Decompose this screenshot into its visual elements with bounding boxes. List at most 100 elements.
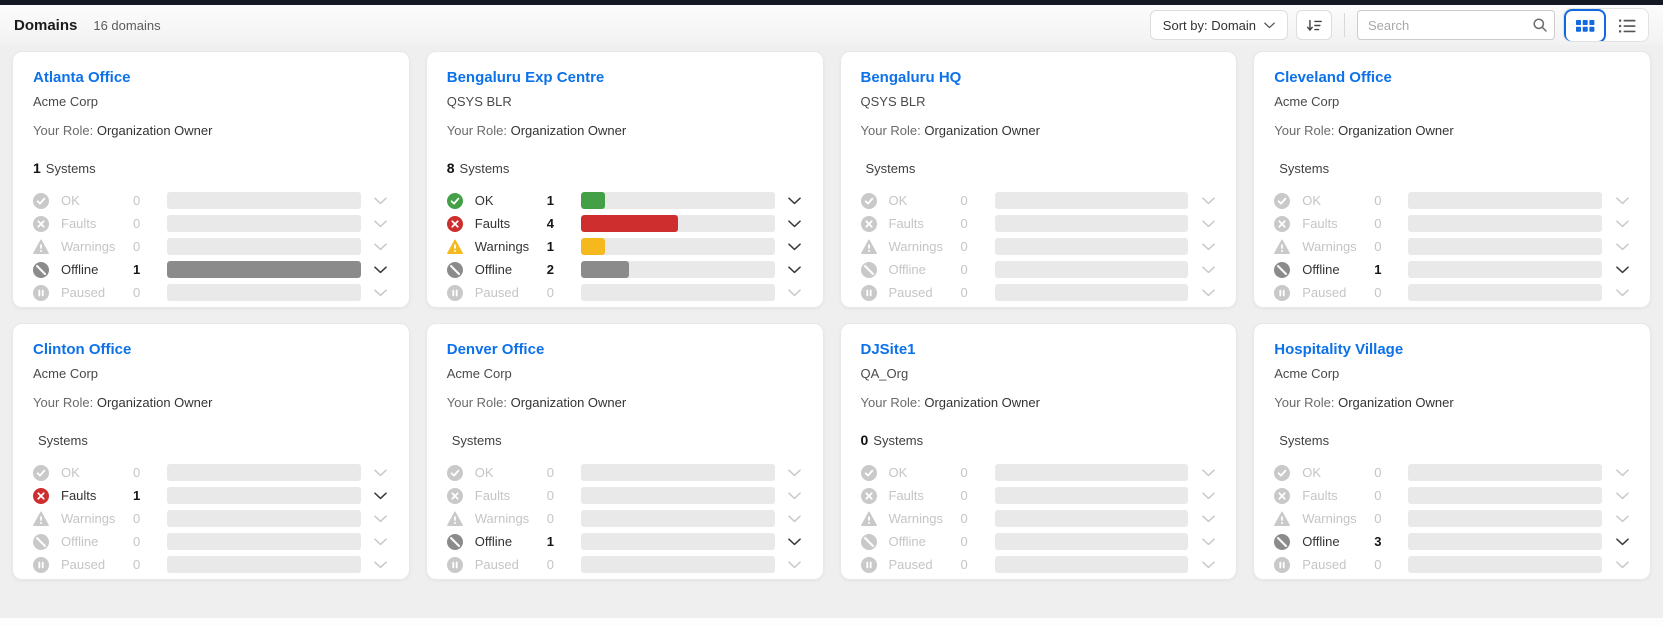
- status-expand-chevron[interactable]: [373, 288, 389, 297]
- status-bar-track: [167, 464, 361, 481]
- domain-title-link[interactable]: Cleveland Office: [1274, 69, 1392, 86]
- status-expand-chevron[interactable]: [1200, 491, 1216, 500]
- domain-title-link[interactable]: DJSite1: [860, 341, 916, 358]
- paused-icon: [446, 556, 463, 573]
- status-list: OK 0 Faults 0 Warnings 0 Offline 1: [1274, 192, 1630, 301]
- status-expand-chevron[interactable]: [1200, 265, 1216, 274]
- status-expand-chevron[interactable]: [787, 514, 803, 523]
- status-label: Offline: [474, 534, 513, 549]
- status-expand-chevron[interactable]: [787, 468, 803, 477]
- status-expand-chevron[interactable]: [787, 242, 803, 251]
- status-count: 0: [960, 239, 968, 254]
- status-expand-chevron[interactable]: [787, 560, 803, 569]
- status-expand-chevron[interactable]: [1614, 196, 1630, 205]
- status-expand-chevron[interactable]: [373, 196, 389, 205]
- sort-order-button[interactable]: [1296, 10, 1332, 40]
- faults-icon: [1274, 215, 1291, 232]
- status-row-offline: Offline 1: [446, 533, 803, 550]
- status-bar-track: [580, 510, 775, 527]
- status-bar-track: [167, 533, 361, 550]
- status-expand-chevron[interactable]: [1614, 514, 1630, 523]
- warnings-icon: [446, 239, 463, 255]
- status-row-faults: Faults 0: [1274, 487, 1630, 504]
- status-bar-fill: [580, 192, 605, 209]
- status-count: 0: [133, 534, 141, 549]
- systems-label: Systems: [459, 161, 510, 176]
- status-expand-chevron[interactable]: [787, 265, 803, 274]
- status-row-offline: Offline 0: [860, 261, 1217, 278]
- status-expand-chevron[interactable]: [1200, 468, 1216, 477]
- status-label: OK: [474, 193, 494, 208]
- status-expand-chevron[interactable]: [1614, 468, 1630, 477]
- status-expand-chevron[interactable]: [373, 514, 389, 523]
- status-expand-chevron[interactable]: [787, 219, 803, 228]
- offline-icon: [860, 533, 877, 550]
- status-bar-track: [994, 556, 1189, 573]
- faults-icon: [1274, 487, 1291, 504]
- paused-icon: [33, 556, 49, 573]
- status-bar-track: [994, 238, 1189, 255]
- domain-card: Clinton Office Acme Corp Your Role: Orga…: [12, 323, 410, 580]
- domain-org: Acme Corp: [33, 94, 99, 109]
- search-button[interactable]: [1527, 12, 1553, 38]
- status-count: 0: [133, 511, 141, 526]
- status-expand-chevron[interactable]: [1614, 288, 1630, 297]
- domain-org: Acme Corp: [1274, 94, 1340, 109]
- status-expand-chevron[interactable]: [1614, 537, 1630, 546]
- list-view-button[interactable]: [1606, 9, 1648, 41]
- domain-title-link[interactable]: Bengaluru HQ: [860, 69, 962, 86]
- warnings-icon: [860, 511, 877, 527]
- role-label: Your Role:: [446, 123, 507, 138]
- status-expand-chevron[interactable]: [787, 537, 803, 546]
- domain-title-link[interactable]: Denver Office: [446, 341, 545, 358]
- domain-title-link[interactable]: Clinton Office: [33, 341, 132, 358]
- status-expand-chevron[interactable]: [1200, 288, 1216, 297]
- search-input[interactable]: [1357, 10, 1555, 40]
- status-expand-chevron[interactable]: [1200, 196, 1216, 205]
- status-row-ok: OK 0: [33, 464, 389, 481]
- grid-view-button[interactable]: [1564, 9, 1606, 41]
- status-expand-chevron[interactable]: [1200, 537, 1216, 546]
- faults-icon: [446, 487, 463, 504]
- status-expand-chevron[interactable]: [1200, 219, 1216, 228]
- status-expand-chevron[interactable]: [1200, 514, 1216, 523]
- status-expand-chevron[interactable]: [373, 242, 389, 251]
- status-expand-chevron[interactable]: [1614, 219, 1630, 228]
- domain-title-link[interactable]: Hospitality Village: [1274, 341, 1404, 358]
- status-list: OK 0 Faults 0 Warnings 0 Offline 0: [860, 192, 1217, 301]
- domain-org: Acme Corp: [33, 366, 99, 381]
- ok-icon: [33, 192, 49, 209]
- status-expand-chevron[interactable]: [787, 288, 803, 297]
- status-count: 0: [1374, 488, 1382, 503]
- status-label: Faults: [888, 216, 924, 231]
- domain-card: Cleveland Office Acme Corp Your Role: Or…: [1253, 51, 1651, 308]
- status-expand-chevron[interactable]: [1200, 242, 1216, 251]
- status-bar-track: [580, 533, 775, 550]
- domain-title-link[interactable]: Atlanta Office: [33, 69, 131, 86]
- status-expand-chevron[interactable]: [373, 560, 389, 569]
- status-expand-chevron[interactable]: [373, 219, 389, 228]
- status-expand-chevron[interactable]: [1200, 560, 1216, 569]
- status-count: 0: [133, 557, 141, 572]
- status-expand-chevron[interactable]: [1614, 242, 1630, 251]
- status-row-ok: OK 0: [860, 464, 1217, 481]
- status-expand-chevron[interactable]: [373, 537, 389, 546]
- status-list: OK 0 Faults 0 Warnings 0 Offline 0: [860, 464, 1217, 573]
- domain-org: QSYS BLR: [446, 94, 512, 109]
- sort-by-dropdown[interactable]: Sort by: Domain: [1149, 10, 1288, 40]
- status-expand-chevron[interactable]: [787, 491, 803, 500]
- status-expand-chevron[interactable]: [1614, 560, 1630, 569]
- status-bar-track: [994, 464, 1189, 481]
- status-expand-chevron[interactable]: [373, 491, 389, 500]
- status-bar-fill: [167, 261, 361, 278]
- status-label: Faults: [474, 216, 511, 231]
- status-row-warnings: Warnings 0: [860, 510, 1217, 527]
- status-expand-chevron[interactable]: [1614, 265, 1630, 274]
- status-expand-chevron[interactable]: [373, 265, 389, 274]
- status-expand-chevron[interactable]: [1614, 491, 1630, 500]
- domain-title-link[interactable]: Bengaluru Exp Centre: [446, 69, 605, 86]
- status-expand-chevron[interactable]: [787, 196, 803, 205]
- search-icon: [1532, 17, 1548, 33]
- status-expand-chevron[interactable]: [373, 468, 389, 477]
- domain-card: Bengaluru HQ QSYS BLR Your Role: Organiz…: [839, 51, 1238, 308]
